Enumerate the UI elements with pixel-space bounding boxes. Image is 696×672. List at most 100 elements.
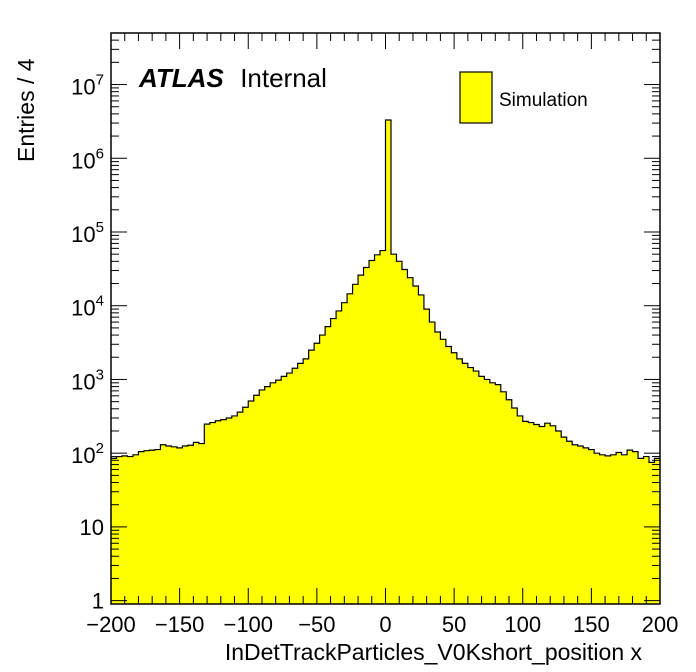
histogram-bar [308, 350, 315, 604]
histogram-bar [572, 444, 579, 604]
x-tick-label: −200 [86, 612, 136, 637]
histogram-bar [473, 371, 480, 604]
histogram-bar [281, 376, 288, 604]
histogram-bar [484, 379, 491, 604]
histogram-bars [111, 120, 661, 604]
histogram-bar [643, 456, 650, 604]
histogram-bar [434, 332, 441, 604]
histogram-bar [171, 446, 178, 604]
histogram-bar [627, 450, 633, 604]
histogram-bar [111, 458, 117, 604]
histogram-bar [517, 415, 524, 604]
histogram-bar [539, 426, 546, 604]
histogram-bar [138, 451, 145, 604]
histogram-bar [467, 367, 474, 604]
histogram-bar [176, 447, 183, 604]
histogram-bar [380, 250, 386, 604]
y-tick-label: 10 [80, 515, 104, 540]
histogram-bar [336, 310, 342, 604]
histogram-bar [116, 456, 123, 604]
x-tick-label: −100 [223, 612, 273, 637]
histogram-bar [347, 293, 353, 604]
y-tick-label: 104 [71, 293, 104, 321]
histogram-bar [369, 260, 375, 604]
x-axis-title: InDetTrackParticles_V0Kshort_position x [225, 639, 643, 665]
histogram-bar [182, 446, 189, 604]
histogram-bar [418, 294, 425, 604]
histogram-bar [401, 269, 408, 604]
histogram-bar [303, 358, 310, 604]
histogram-bar [352, 284, 359, 604]
histogram-bar [632, 451, 639, 604]
histogram-bar [528, 422, 535, 604]
legend: Simulation [459, 71, 588, 124]
histogram-bar [286, 373, 293, 604]
histogram-bar [204, 424, 211, 604]
histogram-bar [226, 417, 233, 604]
histogram-bar [396, 261, 403, 604]
histogram-bar [231, 415, 238, 604]
histogram-bar [451, 352, 458, 604]
histogram-bar [561, 437, 568, 604]
histogram-bar [522, 421, 529, 604]
y-tick-label: 1 [92, 589, 104, 614]
histogram-bar [412, 286, 419, 604]
histogram-bar [292, 368, 299, 604]
histogram-bar [330, 318, 337, 604]
histogram-bar [143, 450, 150, 604]
histogram-bar [248, 401, 255, 604]
histogram-bar [374, 254, 381, 604]
legend-entry-simulation: Simulation [499, 90, 588, 111]
histogram-bar [605, 455, 611, 604]
histogram-bar [423, 309, 430, 604]
histogram-bar [220, 419, 227, 604]
histogram-bar [478, 376, 485, 604]
histogram-bar [187, 445, 194, 604]
histogram-bar [544, 423, 551, 604]
histogram-bar [583, 447, 590, 604]
histogram-bar [456, 358, 463, 604]
histogram-bar [198, 443, 205, 604]
histogram-bar [154, 449, 161, 604]
y-tick-label: 103 [71, 366, 104, 394]
x-tick-labels: −200 −150 −100 −50 0 50 100 150 200 [86, 612, 678, 637]
histogram-bar [462, 363, 469, 604]
histogram-bar [533, 424, 540, 604]
histogram-bar [160, 444, 167, 604]
histogram-bar [654, 458, 661, 604]
x-tick-label: 200 [642, 612, 679, 637]
y-tick-label: 107 [71, 72, 104, 100]
histogram-bar [275, 380, 282, 604]
y-axis-title: Entries / 4 [13, 58, 39, 162]
histogram-bar [616, 452, 622, 604]
histogram-bar [264, 386, 271, 604]
y-tick-labels: 1 10 102 103 104 105 106 107 [71, 72, 104, 614]
histogram-bar [314, 343, 321, 604]
histogram-bar [511, 407, 518, 604]
histogram-bar [132, 454, 139, 604]
histogram-bar [588, 449, 595, 604]
histogram-bar [599, 454, 606, 604]
histogram-bar [193, 442, 200, 604]
legend-swatch [459, 71, 493, 124]
x-tick-label: 50 [442, 612, 466, 637]
histogram-bar [610, 454, 617, 604]
histogram-bar [489, 382, 496, 604]
x-tick-label: −50 [298, 612, 335, 637]
atlas-internal-text: Internal [240, 63, 327, 93]
histogram-bar [385, 120, 392, 604]
histogram-bar [253, 395, 260, 604]
histogram-bar [440, 339, 447, 604]
histogram-bar [506, 399, 513, 604]
x-tick-label: 100 [504, 612, 541, 637]
y-tick-label: 106 [71, 145, 104, 173]
histogram-bar [550, 425, 557, 604]
atlas-label: ATLAS Internal [138, 63, 327, 93]
histogram-bar [495, 384, 502, 604]
histogram-bar [358, 275, 364, 604]
histogram-bar [149, 450, 156, 604]
histogram-bar [500, 391, 507, 604]
y-tick-label: 105 [71, 219, 104, 247]
histogram-bar [638, 458, 644, 604]
